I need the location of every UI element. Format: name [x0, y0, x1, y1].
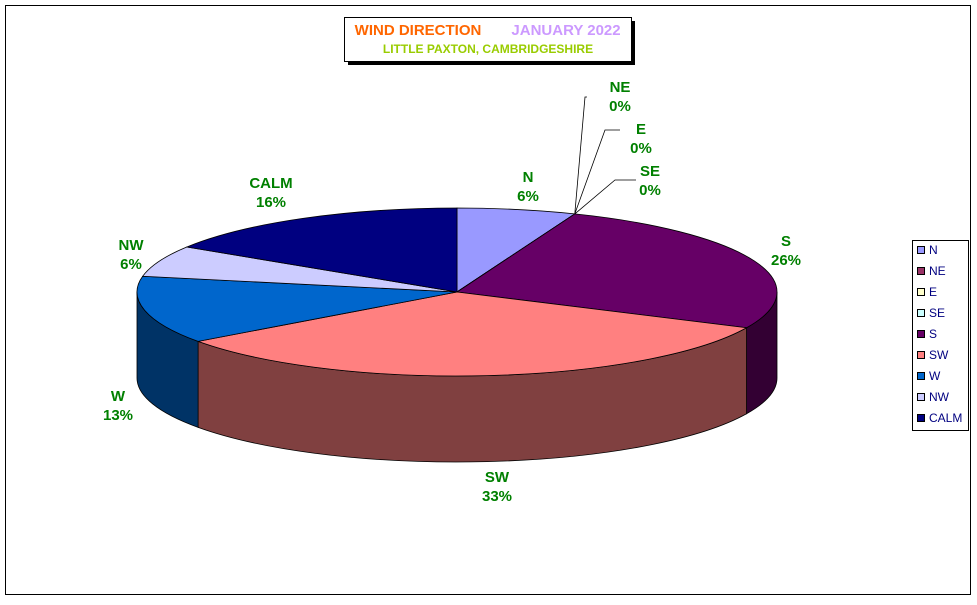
slice-value-label: 26%	[771, 252, 801, 269]
slice-category-label: SW	[485, 469, 510, 486]
legend-swatch	[917, 267, 925, 275]
leader-line	[574, 96, 587, 214]
slice-category-label: NE	[610, 79, 631, 96]
slice-value-label: 0%	[609, 98, 631, 115]
legend-label: N	[929, 243, 938, 257]
legend-swatch	[917, 330, 925, 338]
chart-frame	[5, 5, 971, 595]
slice-category-label: CALM	[249, 175, 292, 192]
legend-swatch	[917, 393, 925, 401]
chart-subtitle: LITTLE PAXTON, CAMBRIDGESHIRE	[383, 42, 593, 56]
slice-category-label: NW	[119, 237, 145, 254]
slice	[185, 207, 458, 293]
slice	[141, 246, 458, 293]
slice-category-label: S	[781, 233, 791, 250]
title-box	[344, 17, 632, 62]
legend-swatch	[917, 246, 925, 254]
legend-label: S	[929, 327, 937, 341]
chart-date: JANUARY 2022	[511, 22, 620, 39]
slice	[456, 207, 576, 293]
slice-value-label: 33%	[482, 488, 512, 505]
legend-swatch	[917, 372, 925, 380]
legend-swatch	[917, 309, 925, 317]
slice-category-label: N	[523, 169, 534, 186]
slice-category-label: E	[636, 121, 646, 138]
legend-swatch	[917, 414, 925, 422]
slice-category-label: SE	[640, 163, 660, 180]
legend-label: NW	[929, 390, 950, 404]
leader-line	[574, 179, 636, 215]
legend-swatch	[917, 288, 925, 296]
legend-label: E	[929, 285, 937, 299]
slice	[196, 291, 748, 377]
slice-value-label: 6%	[517, 188, 539, 205]
slice-value-label: 13%	[103, 407, 133, 424]
legend-label: CALM	[929, 411, 962, 425]
slice-value-label: 0%	[630, 140, 652, 157]
slice-value-label: 0%	[639, 182, 661, 199]
slice-value-label: 16%	[256, 194, 286, 211]
slice	[136, 275, 458, 342]
legend-label: NE	[929, 264, 946, 278]
slice-category-label: W	[111, 388, 126, 405]
legend-label: SW	[929, 348, 949, 362]
legend-label: W	[929, 369, 941, 383]
chart-title: WIND DIRECTION	[355, 22, 482, 39]
slice	[455, 213, 778, 329]
legend-label: SE	[929, 306, 945, 320]
slice-value-label: 6%	[120, 256, 142, 273]
leader-line	[574, 129, 620, 215]
legend-swatch	[917, 351, 925, 359]
